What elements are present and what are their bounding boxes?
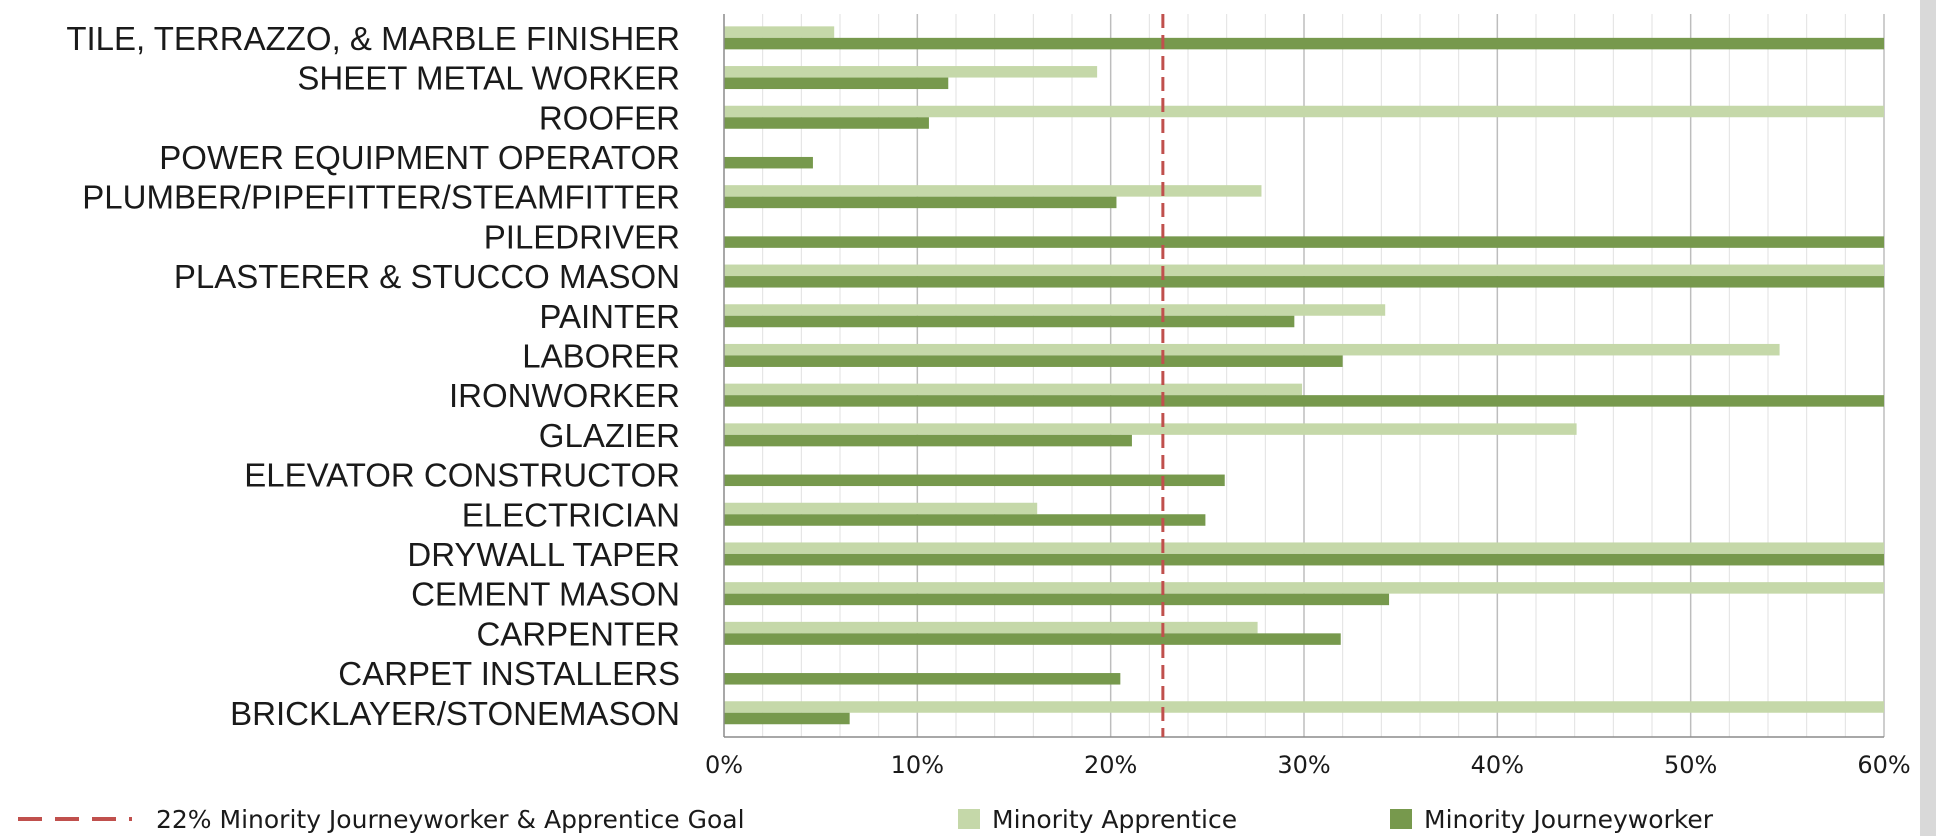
apprentice-bar [724,304,1386,316]
journeyworker-bar [724,553,1884,566]
apprentice-bar [724,66,1098,78]
journeyworker-bar [724,117,929,129]
category-label: ROOFER [539,99,680,136]
apprentice-bar [724,701,1884,713]
apprentice-bar [724,185,1262,197]
x-tick-label: 30% [1277,751,1330,779]
apprentice-bar [724,423,1577,435]
journeyworker-bar [724,712,850,725]
apprentice-bar [724,105,1884,118]
journeyworker-bar [724,514,1206,526]
apprentice-bar [724,26,835,38]
category-label: SHEET METAL WORKER [297,60,680,97]
x-tick-label: 20% [1084,751,1137,779]
journeyworker-bar [724,236,1884,248]
x-tick-label: 60% [1857,751,1910,779]
journeyworker-bar [724,593,1390,606]
journeyworker-bar [724,434,1132,447]
category-label: DRYWALL TAPER [407,536,680,573]
category-label: ELECTRICIAN [462,496,680,533]
journeyworker-bar [724,77,949,90]
x-tick-label: 0% [705,751,743,779]
journeyworker-bar [724,673,1121,685]
legend-journeyworker-swatch [1390,809,1412,829]
category-label: POWER EQUIPMENT OPERATOR [159,139,680,176]
journeyworker-bar [724,276,1884,288]
category-label: TILE, TERRAZZO, & MARBLE FINISHER [66,20,680,57]
legend-journeyworker-label: Minority Journeyworker [1424,805,1714,834]
legend-goal-label: 22% Minority Journeyworker & Apprentice … [156,805,745,834]
journeyworker-bar [724,156,813,169]
journeyworker-bar [724,395,1884,407]
apprentice-bar [724,383,1303,396]
journeyworker-bar [724,315,1295,328]
legend-apprentice-swatch [958,809,980,829]
journeyworker-bar [724,474,1225,487]
apprentice-bar [724,582,1884,594]
x-tick-label: 50% [1664,751,1717,779]
category-label: GLAZIER [539,417,680,454]
apprentice-bar [724,621,1258,634]
apprentice-bar [724,502,1038,515]
category-label: ELEVATOR CONSTRUCTOR [244,457,680,494]
category-label: CARPET INSTALLERS [338,655,680,692]
x-tick-label: 10% [891,751,944,779]
journeyworker-bar [724,633,1341,645]
category-label: CARPENTER [476,615,680,652]
category-label: CEMENT MASON [411,576,680,613]
apprentice-bar [724,264,1884,277]
journeyworker-bar [724,196,1117,209]
journeyworker-bar [724,355,1343,367]
apprentice-bar [724,343,1780,356]
apprentice-bar [724,542,1884,554]
category-label: BRICKLAYER/STONEMASON [230,695,680,732]
category-label: IRONWORKER [449,377,680,414]
category-label: PLUMBER/PIPEFITTER/STEAMFITTER [82,179,680,216]
category-label: LABORER [522,337,680,374]
category-label: PILEDRIVER [484,218,680,255]
window-edge [1920,0,1936,836]
category-label: PAINTER [539,298,680,335]
category-label: PLASTERER & STUCCO MASON [174,258,680,295]
x-tick-label: 40% [1471,751,1524,779]
legend-apprentice-label: Minority Apprentice [992,805,1237,834]
journeyworker-bar [724,37,1884,50]
